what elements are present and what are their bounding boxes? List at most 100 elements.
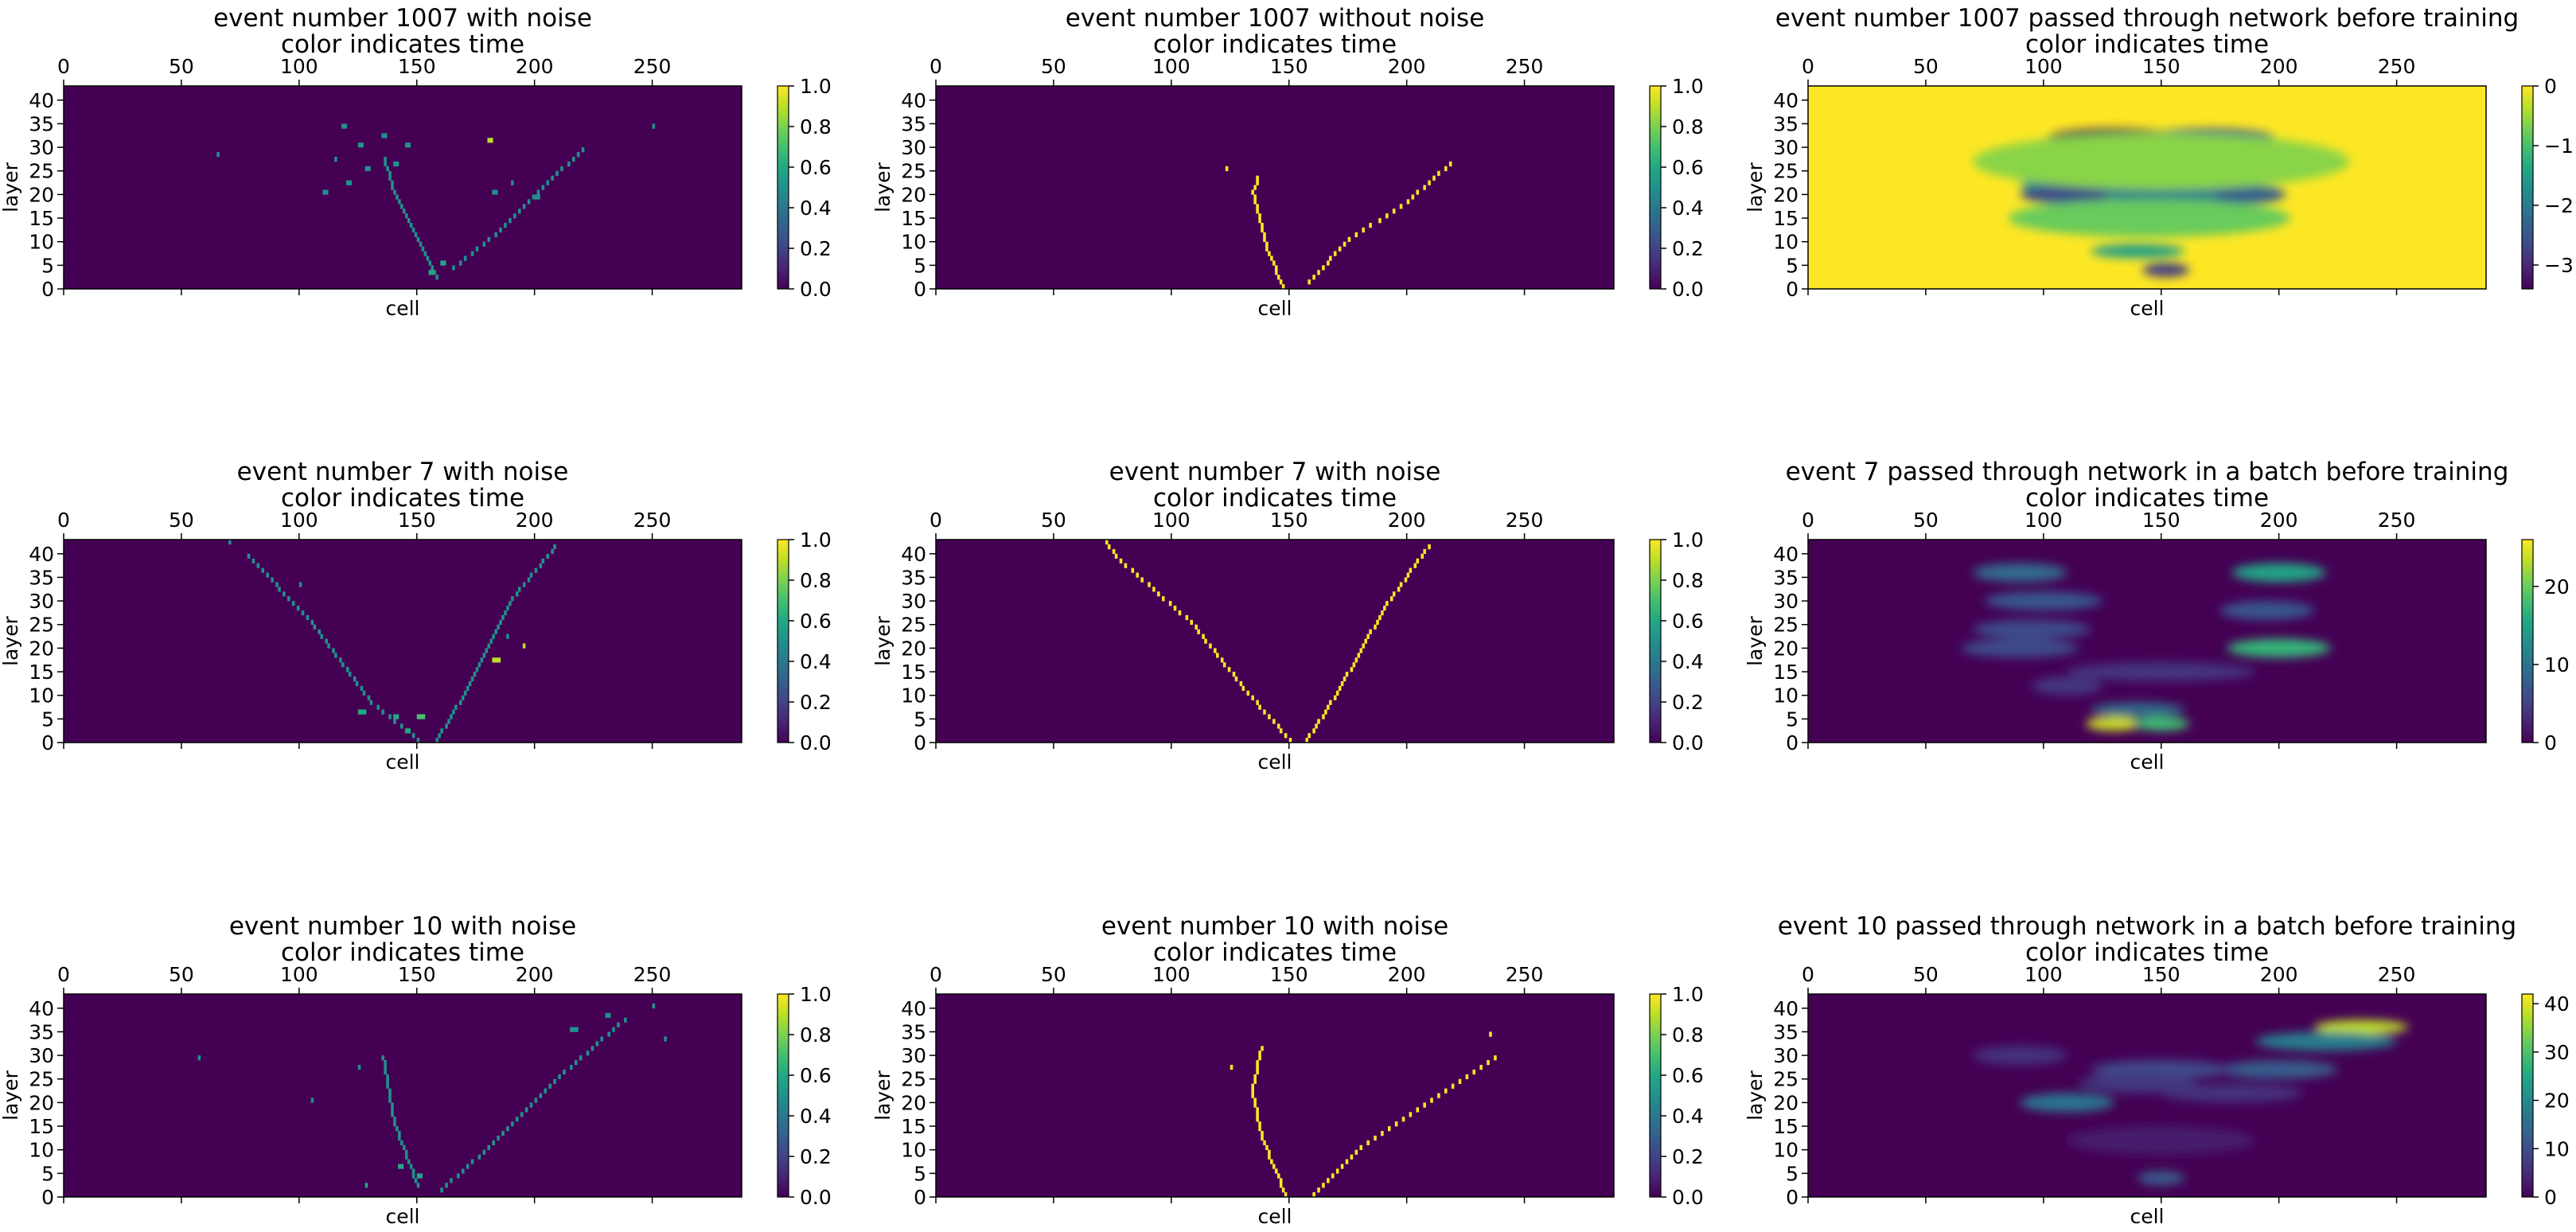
hit-cell <box>1359 648 1363 653</box>
y-tick-label: 35 <box>29 566 54 589</box>
x-tick-label: 200 <box>2260 963 2298 986</box>
hit-cell <box>381 1055 384 1061</box>
hit-cell <box>1345 1159 1349 1164</box>
hit-cell <box>1487 1060 1490 1066</box>
y-tick-label: 30 <box>901 1044 926 1067</box>
hit-cell <box>400 1140 403 1146</box>
hit-cell <box>1317 1187 1320 1193</box>
hit-cell <box>1399 582 1403 587</box>
hit-cell <box>501 1130 505 1136</box>
hit-cell <box>1394 1121 1398 1127</box>
x-tick-label: 150 <box>398 963 436 986</box>
hit-cell <box>1272 1164 1276 1169</box>
x-tick-label: 50 <box>1913 509 1939 532</box>
hit-cell <box>1350 1154 1354 1160</box>
hit-cell <box>332 648 335 653</box>
y-tick-label: 15 <box>1773 661 1799 684</box>
hit-cell <box>1385 213 1389 219</box>
hit-cell <box>524 1107 528 1113</box>
hit-cell <box>1220 657 1224 663</box>
y-tick-label: 10 <box>29 231 54 254</box>
noise-cell <box>357 1064 361 1070</box>
noise-cell <box>664 1036 667 1042</box>
hit-cell <box>1409 567 1413 573</box>
colorbar <box>2521 993 2534 1198</box>
hit-cell <box>1340 1164 1344 1169</box>
colorbar-tick-label: 0.6 <box>800 610 832 633</box>
noise-cell <box>197 1055 201 1061</box>
hit-cell <box>1258 1126 1261 1132</box>
hit-cell <box>428 260 432 266</box>
colorbar-tick-label: 40 <box>2544 992 2570 1016</box>
x-tick-label: 150 <box>398 509 436 532</box>
hit-cell <box>527 577 531 583</box>
plot-frame <box>63 539 742 743</box>
hit-cell <box>1185 614 1189 621</box>
hit-cell <box>325 638 328 644</box>
noise-cell <box>522 643 526 649</box>
hit-cell <box>466 1164 470 1169</box>
hit-cell <box>1258 1121 1261 1127</box>
hit-cell <box>463 255 467 261</box>
hit-cell <box>532 194 536 200</box>
hit-cell <box>1256 180 1259 185</box>
noise-cell <box>511 180 514 185</box>
hit-cell <box>1253 1102 1257 1108</box>
y-tick-label: 5 <box>1786 1162 1799 1185</box>
hit-cell <box>396 1126 399 1132</box>
x-tick-label: 50 <box>1913 963 1939 986</box>
y-tick-label: 20 <box>901 1091 926 1114</box>
hit-cell <box>1362 227 1366 233</box>
hit-cell <box>1437 1093 1440 1098</box>
hit-cell <box>1444 1088 1448 1094</box>
hit-cell <box>1261 1046 1264 1051</box>
hit-cell <box>1317 719 1320 724</box>
hit-cell <box>546 180 550 185</box>
hit-cell <box>504 610 507 616</box>
y-axis-label: layer <box>0 615 22 665</box>
hit-cell <box>388 714 392 719</box>
hit-cell <box>475 667 479 673</box>
colorbar-tick-label: −3 <box>2544 254 2574 277</box>
colorbar-tick-label: 30 <box>2544 1041 2570 1064</box>
x-tick-label: 200 <box>2260 55 2298 78</box>
noise-cell <box>534 194 540 200</box>
hit-cell <box>1178 610 1182 616</box>
hit-cell <box>360 685 364 692</box>
hit-cell <box>403 209 406 214</box>
hit-cell <box>416 1183 420 1188</box>
y-tick-label: 35 <box>1773 112 1799 135</box>
hit-cell <box>450 714 453 719</box>
hit-cell <box>1357 653 1361 658</box>
hit-cell <box>1275 1168 1278 1174</box>
hit-cell <box>475 246 479 251</box>
hit-cell <box>1413 563 1417 568</box>
hit-cell <box>1421 553 1424 559</box>
hit-cell <box>607 1031 610 1037</box>
y-tick-label: 35 <box>901 566 926 589</box>
hit-cell <box>1307 733 1311 739</box>
hit-cell <box>1364 638 1367 644</box>
activation-blob <box>2142 263 2190 278</box>
colorbar-tick-label: 0.2 <box>1672 237 1704 260</box>
hit-cell <box>1406 572 1410 578</box>
noise-cell <box>652 1003 656 1009</box>
hit-cell <box>470 1159 474 1164</box>
hit-cell <box>398 1130 401 1136</box>
y-tick-label: 5 <box>914 254 926 277</box>
hit-cell <box>541 558 545 563</box>
panel-subtitle: color indicates time <box>1153 30 1397 59</box>
colorbar-tick-label: 0.6 <box>800 156 832 179</box>
hit-cell <box>560 166 563 172</box>
noise-cell <box>216 152 220 158</box>
plot-area <box>64 540 742 743</box>
activation-blob <box>2091 1060 2232 1079</box>
hit-cell <box>1263 709 1266 715</box>
hit-cell <box>506 606 509 611</box>
y-tick-label: 40 <box>29 543 54 566</box>
hit-cell <box>1202 634 1205 639</box>
colorbar-tick-label: 1.0 <box>800 75 832 98</box>
plot-frame <box>63 85 742 290</box>
hit-cell <box>1216 653 1219 658</box>
